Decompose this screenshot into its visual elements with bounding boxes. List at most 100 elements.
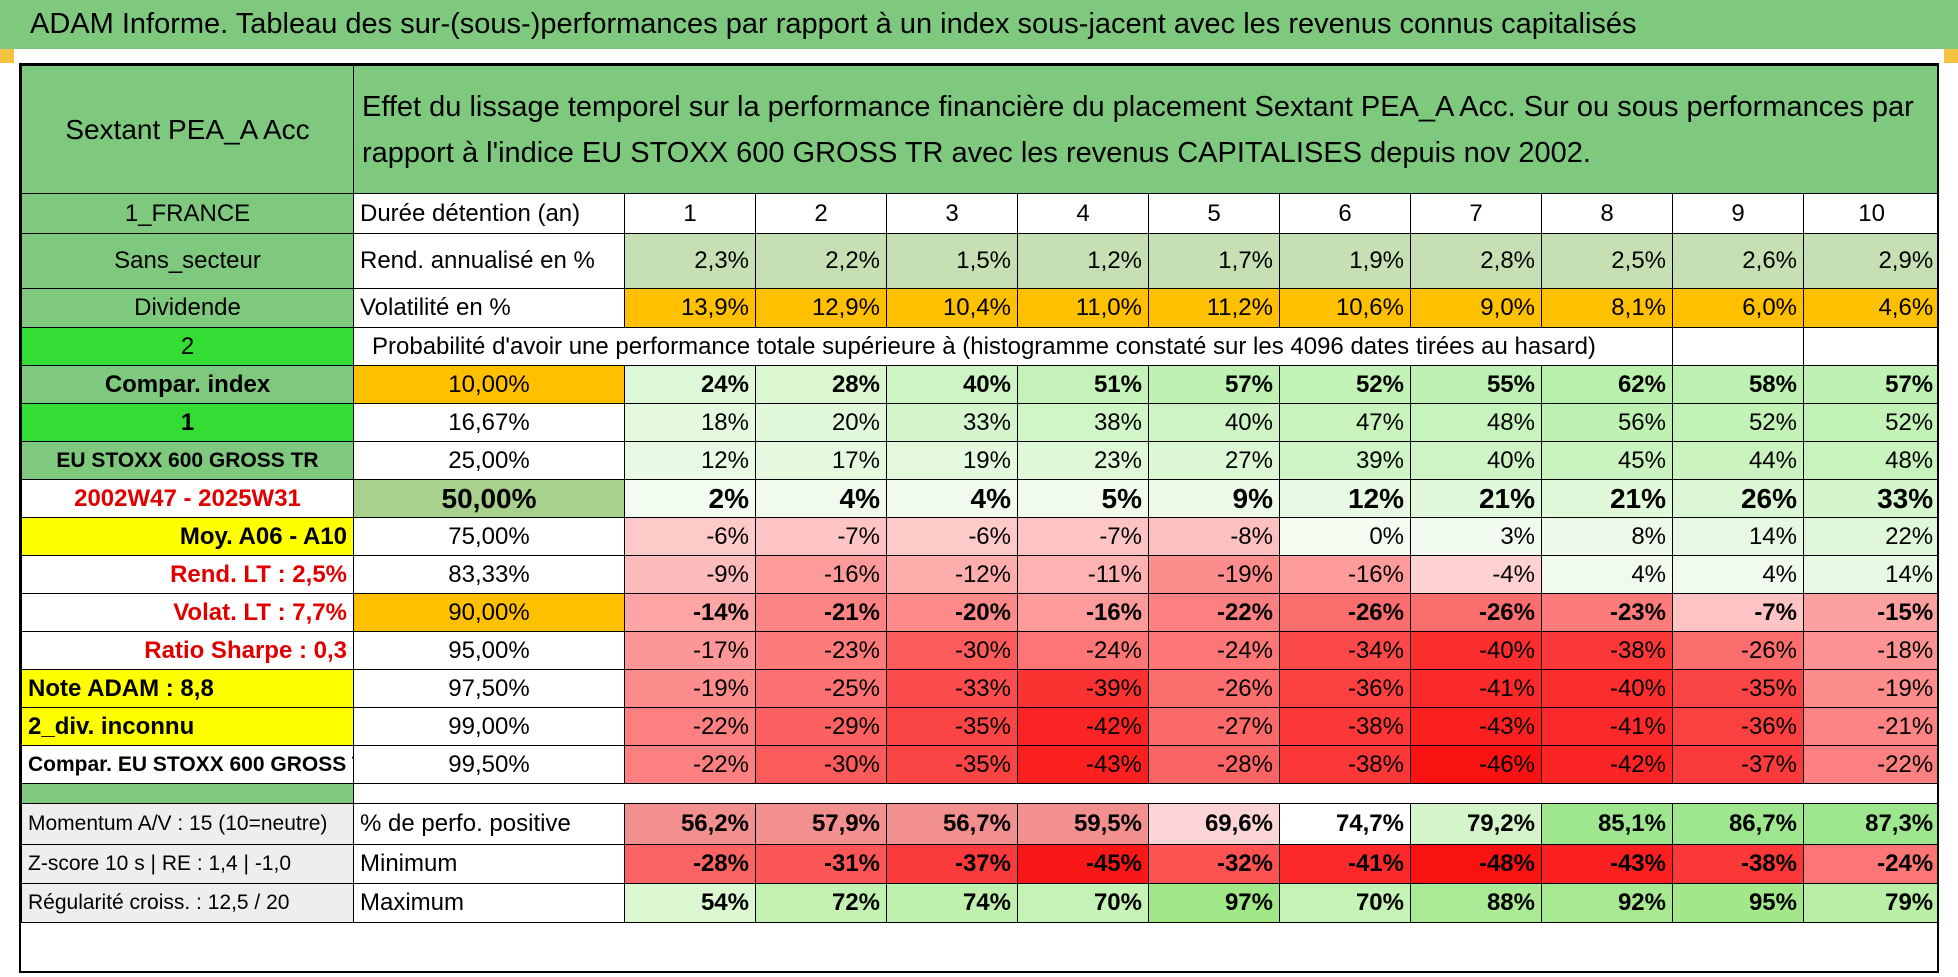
probability-row: 2002W47 - 2025W31 50,00% 2% 4% 4% 5% 9% 12% 21% 2… [21, 479, 1937, 518]
probability-row: Note ADAM : 8,8 97,50% -19% -25% -33% -39% -26… [21, 669, 1937, 708]
probability-cell: 33% [1802, 479, 1937, 518]
annual-return-cell: 2,9% [1802, 233, 1937, 289]
threshold-percent-cell: 16,67% [353, 403, 625, 442]
probability-cell: -26% [1148, 669, 1280, 708]
annual-return-cell: 2,2% [755, 233, 887, 289]
probability-row: Compar. index 10,00% 24% 28% 40% 51% 57% 52% 55%… [21, 365, 1937, 404]
momentum-label: Momentum A/V : 15 (10=neutre) [21, 803, 354, 845]
statistic-label: Maximum [353, 883, 625, 923]
corner-marker-left [0, 49, 14, 63]
probability-cell: -33% [886, 669, 1018, 708]
statistic-cell: 56,2% [624, 803, 756, 845]
probability-cell: -4% [1410, 555, 1542, 594]
threshold-percent-cell: 83,33% [353, 555, 625, 594]
probability-cell: -14% [624, 593, 756, 632]
year-header-cell: 3 [886, 193, 1018, 234]
probability-cell: -22% [1148, 593, 1280, 632]
probability-cell: 21% [1410, 479, 1542, 518]
compar-index-label: Compar. index [21, 365, 354, 404]
country-label: 1_FRANCE [21, 193, 354, 234]
statistic-label: % de perfo. positive [353, 803, 625, 845]
probability-cell: 52% [1279, 365, 1411, 404]
volatility-cell: 4,6% [1802, 288, 1937, 328]
statistic-cell: -45% [1017, 844, 1149, 884]
performance-table: Sextant PEA_A Acc Effet du lissage tempo… [21, 65, 1937, 923]
probability-cell: -22% [624, 707, 756, 746]
probability-cell: -41% [1410, 669, 1542, 708]
threshold-percent-cell: 99,00% [353, 707, 625, 746]
probability-cell: -7% [755, 517, 887, 556]
index-number-cell[interactable]: 1 [21, 403, 354, 442]
statistic-cell: 87,3% [1802, 803, 1937, 845]
year-header-cell: 6 [1279, 193, 1411, 234]
year-header-cell: 10 [1802, 193, 1937, 234]
probability-cell: 52% [1802, 403, 1937, 442]
probability-index-cell[interactable]: 2 [21, 327, 354, 366]
probability-cell: -26% [1279, 593, 1411, 632]
z-score-label: Z-score 10 s | RE : 1,4 | -1,0 [21, 844, 354, 884]
probability-cell: -39% [1017, 669, 1149, 708]
statistic-cell: 59,5% [1017, 803, 1149, 845]
threshold-percent-cell: 75,00% [353, 517, 625, 556]
annual-return-cell: 1,7% [1148, 233, 1280, 289]
report-banner: ADAM Informe. Tableau des sur-(sous-)per… [0, 0, 1958, 49]
probability-cell: -24% [1148, 631, 1280, 670]
year-header-cell: 8 [1541, 193, 1673, 234]
probability-cell: 12% [624, 441, 756, 480]
volatility-cell: 11,2% [1148, 288, 1280, 328]
probability-cell: 62% [1541, 365, 1673, 404]
banner-gap [0, 49, 1958, 65]
probability-cell: -11% [1017, 555, 1149, 594]
average-label: Moy. A06 - A10 [21, 517, 354, 556]
probability-cell: -30% [755, 745, 887, 784]
probability-cell: -26% [1410, 593, 1542, 632]
probability-cell: 17% [755, 441, 887, 480]
probability-cell: 27% [1148, 441, 1280, 480]
probability-cell: 3% [1410, 517, 1542, 556]
statistic-cell: -32% [1148, 844, 1280, 884]
probability-cell: -18% [1802, 631, 1937, 670]
probability-cell: 56% [1541, 403, 1673, 442]
probability-cell: 57% [1148, 365, 1280, 404]
volatility-cell: 13,9% [624, 288, 756, 328]
probability-cell: -15% [1802, 593, 1937, 632]
probability-cell: 4% [1541, 555, 1673, 594]
probability-cell: -8% [1148, 517, 1280, 556]
statistic-cell: -24% [1802, 844, 1937, 884]
probability-cell: 38% [1017, 403, 1149, 442]
adam-score-label: Note ADAM : 8,8 [21, 669, 354, 708]
statistic-cell: 70% [1017, 883, 1149, 923]
separator-blank-cell [352, 783, 1937, 804]
probability-cell: 58% [1672, 365, 1804, 404]
probability-cell: 28% [755, 365, 887, 404]
probability-cell: 22% [1802, 517, 1937, 556]
title-row: Sextant PEA_A Acc Effet du lissage tempo… [21, 65, 1937, 194]
separator-green-cell [21, 783, 354, 804]
probability-cell: -29% [755, 707, 887, 746]
statistic-cell: -28% [624, 844, 756, 884]
probability-cell: -21% [755, 593, 887, 632]
threshold-percent-cell: 97,50% [353, 669, 625, 708]
probability-cell: -20% [886, 593, 1018, 632]
probability-row: Moy. A06 - A10 75,00% -6% -7% -6% -7% -8% 0% 3% 8… [21, 517, 1937, 556]
probability-cell: -37% [1672, 745, 1804, 784]
probability-cell: 40% [1410, 441, 1542, 480]
statistics-row: Z-score 10 s | RE : 1,4 | -1,0 Minimum -28… [21, 844, 1937, 884]
probability-cell: -19% [1802, 669, 1937, 708]
probability-cell: -40% [1410, 631, 1542, 670]
probability-cell: -19% [624, 669, 756, 708]
probability-cell: -42% [1017, 707, 1149, 746]
probability-cell: 18% [624, 403, 756, 442]
statistic-cell: 79% [1802, 883, 1937, 923]
probability-cell: -7% [1672, 593, 1804, 632]
year-header-cell: 4 [1017, 193, 1149, 234]
dividend-label: Dividende [21, 288, 354, 328]
probability-cell: 14% [1672, 517, 1804, 556]
statistic-cell: -43% [1541, 844, 1673, 884]
probability-cell: 55% [1410, 365, 1542, 404]
probability-cell: -17% [624, 631, 756, 670]
year-header-cell: 5 [1148, 193, 1280, 234]
probability-cell: -16% [1279, 555, 1411, 594]
index-name-label: EU STOXX 600 GROSS TR [21, 441, 354, 480]
probability-cell: -40% [1541, 669, 1673, 708]
